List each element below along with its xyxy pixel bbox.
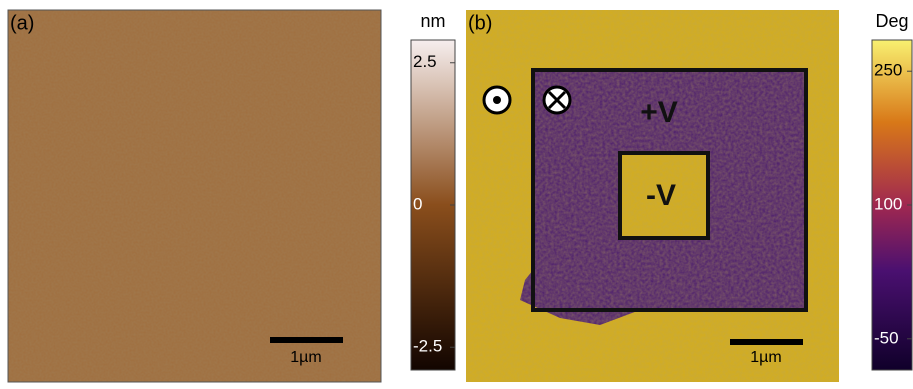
colorbar-unit: nm xyxy=(420,11,445,31)
annotation: +V xyxy=(640,96,678,129)
figure: (a) 1µm (b) 1µm +V -V nm Deg 2.5 0 -2.5 250… xyxy=(0,0,913,384)
scale-label: 1µm xyxy=(750,349,781,366)
colorbar-tick-label: 2.5 xyxy=(413,52,437,71)
panel-label: (b) xyxy=(468,12,492,34)
colorbar-tick-label: 100 xyxy=(874,194,902,213)
scale-label: 1µm xyxy=(290,349,321,366)
colorbar-tick-label: 0 xyxy=(413,194,422,213)
colorbar-tick-label: -2.5 xyxy=(413,337,442,356)
afm-topography xyxy=(8,10,381,382)
colorbar-tick-label: -50 xyxy=(874,328,899,347)
colorbar-tick-label: 250 xyxy=(874,61,902,80)
annotation: -V xyxy=(646,179,676,212)
colorbar-unit: Deg xyxy=(875,11,908,31)
panel-label: (a) xyxy=(10,12,34,34)
